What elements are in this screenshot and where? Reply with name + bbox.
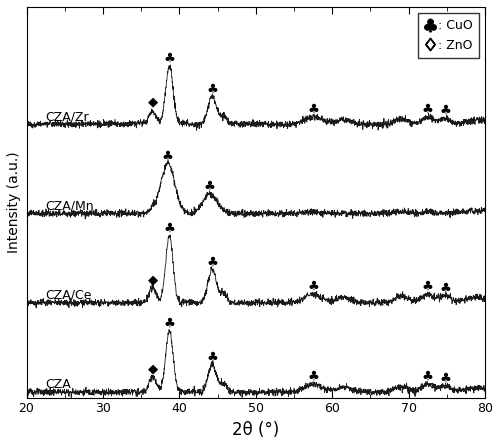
Text: ♣: ♣ [164,52,175,65]
Y-axis label: Intensity (a.u.): Intensity (a.u.) [7,152,21,253]
Text: ♣: ♣ [422,369,434,382]
Text: ♣: ♣ [422,103,434,116]
X-axis label: 2θ (°): 2θ (°) [232,421,280,439]
Text: CZA: CZA [46,378,72,391]
Text: ♣: ♣ [440,372,452,384]
Text: ◆: ◆ [148,273,158,286]
Text: ◆: ◆ [148,362,158,376]
Text: ♣: ♣ [164,317,175,330]
Text: ♣: ♣ [307,103,319,116]
Text: ♣: ♣ [307,370,319,383]
Text: ♣: ♣ [422,280,434,293]
Text: ♣: ♣ [206,256,218,268]
Text: ♣: ♣ [440,282,452,295]
Text: ♣: ♣ [204,180,216,193]
Legend: : CuO, : ZnO: : CuO, : ZnO [418,13,479,58]
Text: CZA/Ce: CZA/Ce [46,289,92,301]
Text: ♣: ♣ [307,280,319,293]
Text: ♣: ♣ [440,104,452,117]
Text: ◆: ◆ [148,96,158,109]
Text: ♣: ♣ [206,83,218,95]
Text: ♣: ♣ [162,149,174,162]
Text: CZA/Zr: CZA/Zr [46,110,89,123]
Text: ♣: ♣ [206,350,218,363]
Text: CZA/Mn: CZA/Mn [46,199,94,212]
Text: ♣: ♣ [164,222,175,235]
